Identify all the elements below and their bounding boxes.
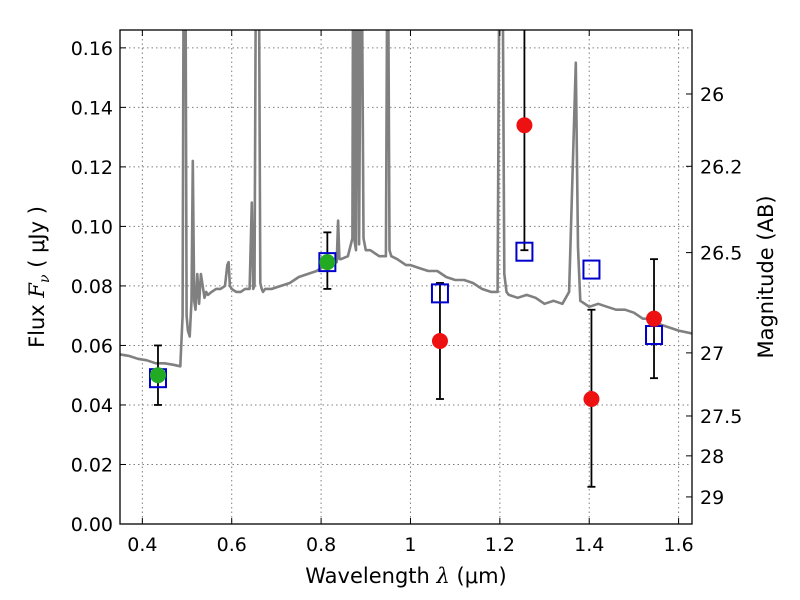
y2-tick-label: 29	[700, 487, 724, 509]
y-tick-label: 0.14	[71, 97, 113, 119]
x-tick-label: 0.8	[306, 534, 336, 556]
x-tick-label: 0.6	[217, 534, 247, 556]
y2-tick-label: 26	[700, 84, 724, 106]
y-tick-label: 0.10	[71, 216, 113, 238]
plot-frame	[119, 29, 693, 525]
y2-tick-label: 28	[700, 446, 724, 468]
x-axis-label: Wavelength λ (μm)	[305, 564, 506, 588]
y-tick-label: 0.00	[71, 514, 113, 536]
model-square-marker	[430, 283, 449, 304]
x-tick-label: 1.6	[663, 534, 693, 556]
observed-point	[583, 391, 600, 408]
y-tick-label: 0.08	[71, 276, 113, 298]
markers	[148, 117, 664, 408]
model-square-marker	[582, 259, 601, 280]
axis-ticks: 0.4 0.6 0.8 1 1.2 1.4 1.6 0.00 0.02 0.04 0.06 0.08 0…	[71, 30, 742, 556]
plot-area	[120, 30, 692, 368]
observed-point	[431, 332, 448, 349]
y2-tick-label: 26.5	[700, 243, 742, 265]
y2-tick-label: 27.5	[700, 406, 742, 428]
y-tick-label: 0.04	[71, 395, 113, 417]
y-axis-label: Flux Fν ( μJy )	[25, 206, 53, 348]
y-tick-label: 0.12	[71, 157, 113, 179]
y-tick-label: 0.06	[71, 335, 113, 357]
model-square-marker	[515, 241, 534, 262]
y2-tick-label: 27	[700, 343, 724, 365]
observed-point	[516, 117, 533, 134]
error-bars	[153, 30, 659, 488]
x-tick-label: 1.4	[574, 534, 604, 556]
y2-axis-label: Magnitude (AB)	[754, 195, 778, 358]
grid	[120, 30, 692, 524]
y2-tick-label: 26.2	[700, 156, 742, 178]
detection-point	[149, 367, 166, 384]
x-tick-label: 0.4	[127, 534, 157, 556]
x-tick-label: 1.2	[485, 534, 515, 556]
detection-point	[319, 254, 336, 271]
x-tick-label: 1	[404, 534, 416, 556]
y-tick-label: 0.02	[71, 454, 113, 476]
sed-line	[120, 30, 692, 368]
y-tick-label: 0.16	[71, 38, 113, 60]
observed-point	[646, 310, 663, 327]
